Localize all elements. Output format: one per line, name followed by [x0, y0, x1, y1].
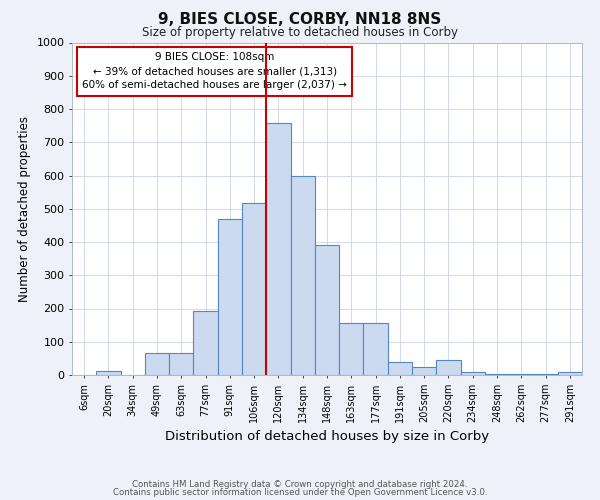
Bar: [485, 374, 509, 375]
X-axis label: Distribution of detached houses by size in Corby: Distribution of detached houses by size …: [165, 430, 489, 444]
Bar: [242, 203, 266, 375]
Text: 9 BIES CLOSE: 108sqm
← 39% of detached houses are smaller (1,313)
60% of semi-de: 9 BIES CLOSE: 108sqm ← 39% of detached h…: [82, 52, 347, 90]
Bar: [461, 372, 485, 375]
Bar: [290, 176, 315, 375]
Text: 9, BIES CLOSE, CORBY, NN18 8NS: 9, BIES CLOSE, CORBY, NN18 8NS: [158, 12, 442, 28]
Bar: [388, 362, 412, 375]
Y-axis label: Number of detached properties: Number of detached properties: [18, 116, 31, 302]
Text: Contains public sector information licensed under the Open Government Licence v3: Contains public sector information licen…: [113, 488, 487, 497]
Bar: [412, 366, 436, 375]
Text: Contains HM Land Registry data © Crown copyright and database right 2024.: Contains HM Land Registry data © Crown c…: [132, 480, 468, 489]
Bar: [169, 354, 193, 375]
Bar: [509, 374, 533, 375]
Bar: [96, 370, 121, 375]
Bar: [193, 311, 218, 375]
Bar: [218, 218, 242, 375]
Text: Size of property relative to detached houses in Corby: Size of property relative to detached ho…: [142, 26, 458, 39]
Bar: [315, 246, 339, 375]
Bar: [533, 374, 558, 375]
Bar: [266, 124, 290, 375]
Bar: [364, 323, 388, 375]
Bar: [145, 354, 169, 375]
Bar: [339, 323, 364, 375]
Bar: [436, 360, 461, 375]
Bar: [558, 372, 582, 375]
